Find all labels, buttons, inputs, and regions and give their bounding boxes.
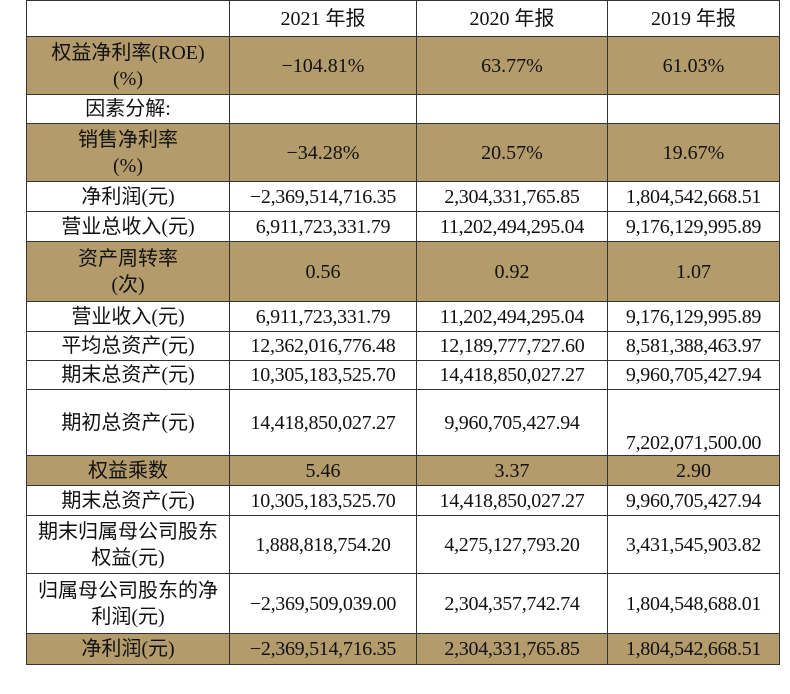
header-row: 2021 年报 2020 年报 2019 年报 (26, 0, 780, 37)
table-row: 期初总资产(元) 14,418,850,027.27 9,960,705,427… (26, 389, 780, 456)
table-row: 净利润(元) −2,369,514,716.35 2,304,331,765.8… (26, 633, 780, 665)
row-label: 期末归属母公司股东权益(元) (26, 515, 230, 574)
cell: 2,304,331,765.85 (416, 181, 608, 212)
cell: −2,369,514,716.35 (229, 181, 417, 212)
cell: 5.46 (229, 455, 417, 486)
cell: 2.90 (607, 455, 780, 486)
cell: −104.81% (229, 36, 417, 95)
row-label: 权益净利率(ROE)(%) (26, 36, 230, 95)
row-label: 净利润(元) (26, 181, 230, 212)
financial-table: 2021 年报 2020 年报 2019 年报 权益净利率(ROE)(%) −1… (26, 0, 780, 665)
row-label: 期末总资产(元) (26, 360, 230, 390)
table-row: 期末归属母公司股东权益(元) 1,888,818,754.20 4,275,12… (26, 515, 780, 574)
cell: 12,189,777,727.60 (416, 331, 608, 361)
table-row: 资产周转率(次) 0.56 0.92 1.07 (26, 241, 780, 302)
row-label: 销售净利率(%) (26, 123, 230, 182)
row-label: 营业总收入(元) (26, 211, 230, 242)
cell: 20.57% (416, 123, 608, 182)
cell: 3.37 (416, 455, 608, 486)
cell: 1,888,818,754.20 (229, 515, 417, 574)
row-label: 净利润(元) (26, 633, 230, 665)
cell: −34.28% (229, 123, 417, 182)
cell: 4,275,127,793.20 (416, 515, 608, 574)
cell: 1,804,548,688.01 (607, 573, 780, 634)
cell: 63.77% (416, 36, 608, 95)
cell: 6,911,723,331.79 (229, 301, 417, 332)
cell: 19.67% (607, 123, 780, 182)
cell: 1,804,542,668.51 (607, 633, 780, 665)
cell: 9,176,129,995.89 (607, 211, 780, 242)
cell: 11,202,494,295.04 (416, 301, 608, 332)
cell: 8,581,388,463.97 (607, 331, 780, 361)
table-row: 因素分解: (26, 94, 780, 124)
cell: −2,369,509,039.00 (229, 573, 417, 634)
cell: 14,418,850,027.27 (229, 389, 417, 456)
header-cell: 2020 年报 (416, 0, 608, 37)
table-row: 权益净利率(ROE)(%) −104.81% 63.77% 61.03% (26, 36, 780, 95)
table-row: 平均总资产(元) 12,362,016,776.48 12,189,777,72… (26, 331, 780, 361)
row-label: 期末总资产(元) (26, 485, 230, 516)
header-cell: 2019 年报 (607, 0, 780, 37)
cell: 0.92 (416, 241, 608, 302)
table-row: 净利润(元) −2,369,514,716.35 2,304,331,765.8… (26, 181, 780, 212)
table-wrapper: 2021 年报 2020 年报 2019 年报 权益净利率(ROE)(%) −1… (26, 0, 780, 665)
cell: 9,960,705,427.94 (607, 485, 780, 516)
row-label: 期初总资产(元) (26, 389, 230, 456)
cell (607, 94, 780, 124)
cell: 10,305,183,525.70 (229, 485, 417, 516)
header-cell: 2021 年报 (229, 0, 417, 37)
row-label: 平均总资产(元) (26, 331, 230, 361)
cell: −2,369,514,716.35 (229, 633, 417, 665)
cell: 1.07 (607, 241, 780, 302)
table-row: 权益乘数 5.46 3.37 2.90 (26, 455, 780, 486)
cell: 11,202,494,295.04 (416, 211, 608, 242)
cell: 9,176,129,995.89 (607, 301, 780, 332)
cell: 14,418,850,027.27 (416, 485, 608, 516)
cell: 6,911,723,331.79 (229, 211, 417, 242)
cell: 3,431,545,903.82 (607, 515, 780, 574)
table-row: 期末总资产(元) 10,305,183,525.70 14,418,850,02… (26, 360, 780, 390)
table-row: 归属母公司股东的净利润(元) −2,369,509,039.00 2,304,3… (26, 573, 780, 634)
header-cell (26, 0, 230, 37)
table-row: 营业收入(元) 6,911,723,331.79 11,202,494,295.… (26, 301, 780, 332)
cell: 9,960,705,427.94 (416, 389, 608, 456)
row-label: 资产周转率(次) (26, 241, 230, 302)
row-label: 权益乘数 (26, 455, 230, 486)
cell: 1,804,542,668.51 (607, 181, 780, 212)
cell (229, 94, 417, 124)
row-label: 归属母公司股东的净利润(元) (26, 573, 230, 634)
table-row: 期末总资产(元) 10,305,183,525.70 14,418,850,02… (26, 485, 780, 516)
cell (416, 94, 608, 124)
row-label: 因素分解: (26, 94, 230, 124)
cell: 7,202,071,500.00 (607, 389, 780, 456)
cell: 61.03% (607, 36, 780, 95)
cell: 14,418,850,027.27 (416, 360, 608, 390)
cell: 12,362,016,776.48 (229, 331, 417, 361)
cell: 9,960,705,427.94 (607, 360, 780, 390)
cell: 2,304,331,765.85 (416, 633, 608, 665)
row-label: 营业收入(元) (26, 301, 230, 332)
table-row: 营业总收入(元) 6,911,723,331.79 11,202,494,295… (26, 211, 780, 242)
cell: 2,304,357,742.74 (416, 573, 608, 634)
table-row: 销售净利率(%) −34.28% 20.57% 19.67% (26, 123, 780, 182)
cell: 10,305,183,525.70 (229, 360, 417, 390)
cell: 0.56 (229, 241, 417, 302)
